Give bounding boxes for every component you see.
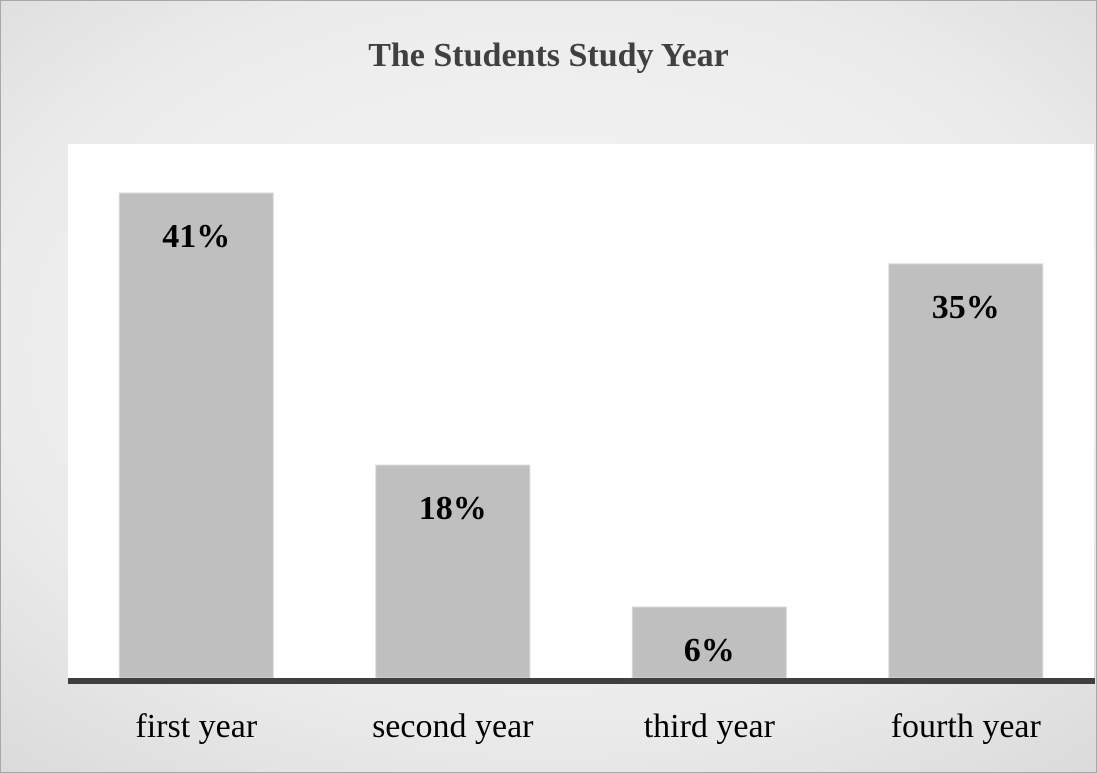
data-label: 18% bbox=[419, 490, 487, 527]
bar-third-year bbox=[631, 606, 787, 679]
x-tick-label: fourth year bbox=[891, 708, 1042, 745]
bar-fourth-year bbox=[888, 263, 1044, 679]
bar-first-year bbox=[118, 192, 274, 679]
data-label: 35% bbox=[932, 289, 1000, 326]
bar-second-year bbox=[375, 464, 531, 679]
labels-group: 41% first year 18% second year 6% third year 3… bbox=[135, 218, 1041, 745]
data-label: 41% bbox=[162, 218, 230, 255]
chart-title: The Students Study Year bbox=[368, 37, 729, 74]
x-tick-label: second year bbox=[372, 708, 534, 745]
data-label: 6% bbox=[684, 632, 735, 669]
x-tick-label: third year bbox=[644, 708, 776, 745]
x-tick-label: first year bbox=[135, 708, 257, 745]
bars-group bbox=[118, 192, 1044, 679]
